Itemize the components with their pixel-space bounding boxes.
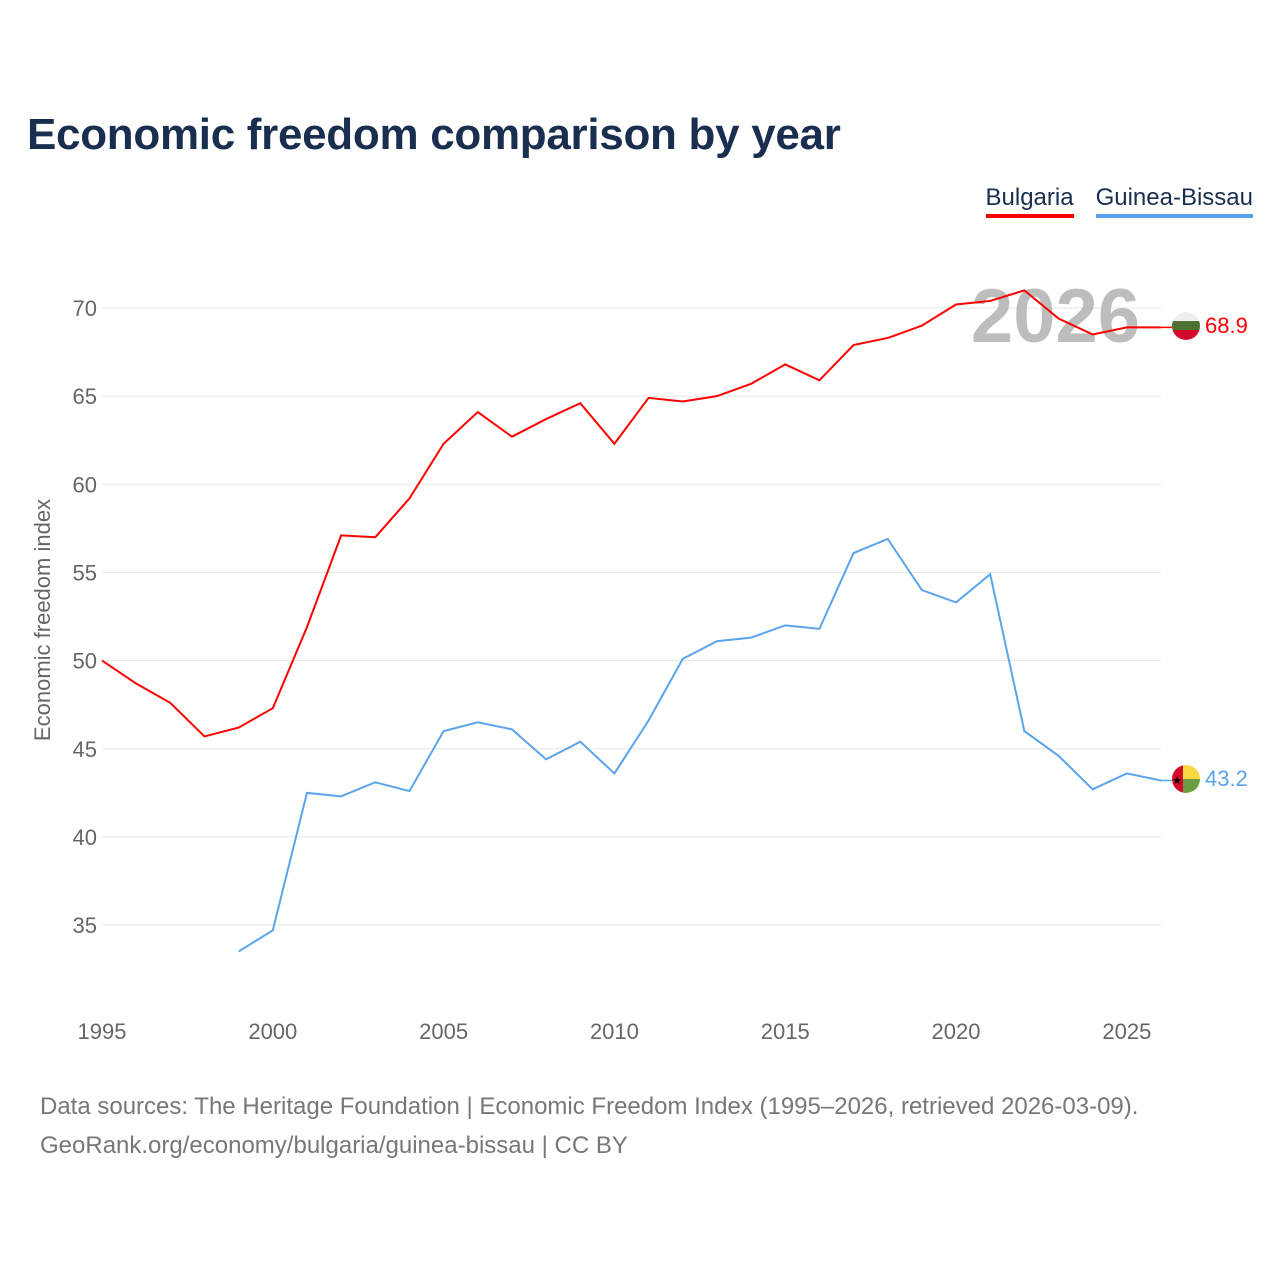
y-tick-label: 35 (73, 913, 97, 938)
x-tick-label: 2000 (248, 1019, 297, 1044)
x-tick-label: 2005 (419, 1019, 468, 1044)
y-tick-label: 45 (73, 737, 97, 762)
legend: Bulgaria Guinea-Bissau (985, 184, 1253, 218)
legend-item-bulgaria[interactable]: Bulgaria (985, 184, 1074, 218)
y-tick-label: 70 (73, 296, 97, 321)
y-tick-label: 50 (73, 649, 97, 674)
x-tick-label: 2025 (1102, 1019, 1151, 1044)
x-tick-label: 1995 (78, 1019, 127, 1044)
chart-title: Economic freedom comparison by year (27, 110, 841, 159)
y-tick-label: 55 (73, 560, 97, 585)
svg-text:★: ★ (1172, 775, 1182, 787)
y-axis-label: Economic freedom index (30, 499, 55, 741)
x-tick-label: 2015 (761, 1019, 810, 1044)
y-tick-label: 60 (73, 472, 97, 497)
source-link[interactable]: GeoRank.org/economy/bulgaria/guinea-biss… (40, 1132, 628, 1159)
bulgaria-line[interactable] (101, 289, 1161, 738)
y-tick-label: 40 (73, 825, 97, 850)
bulgaria-end-label: 68.9 (1205, 313, 1248, 338)
guinea-bissau-flag-icon: ★ (1172, 765, 1200, 793)
x-tick-label: 2010 (590, 1019, 639, 1044)
legend-item-guinea-bissau[interactable]: Guinea-Bissau (1095, 184, 1253, 218)
guinea-bissau-line[interactable] (238, 537, 1162, 953)
guinea-bissau-end-label: 43.2 (1205, 766, 1248, 791)
bulgaria-flag-icon (1172, 312, 1200, 340)
source-line: Data sources: The Heritage Foundation | … (40, 1093, 1139, 1120)
source-note: Data sources: The Heritage Foundation | … (40, 1087, 1138, 1165)
x-tick-label: 2020 (932, 1019, 981, 1044)
y-tick-label: 65 (73, 384, 97, 409)
